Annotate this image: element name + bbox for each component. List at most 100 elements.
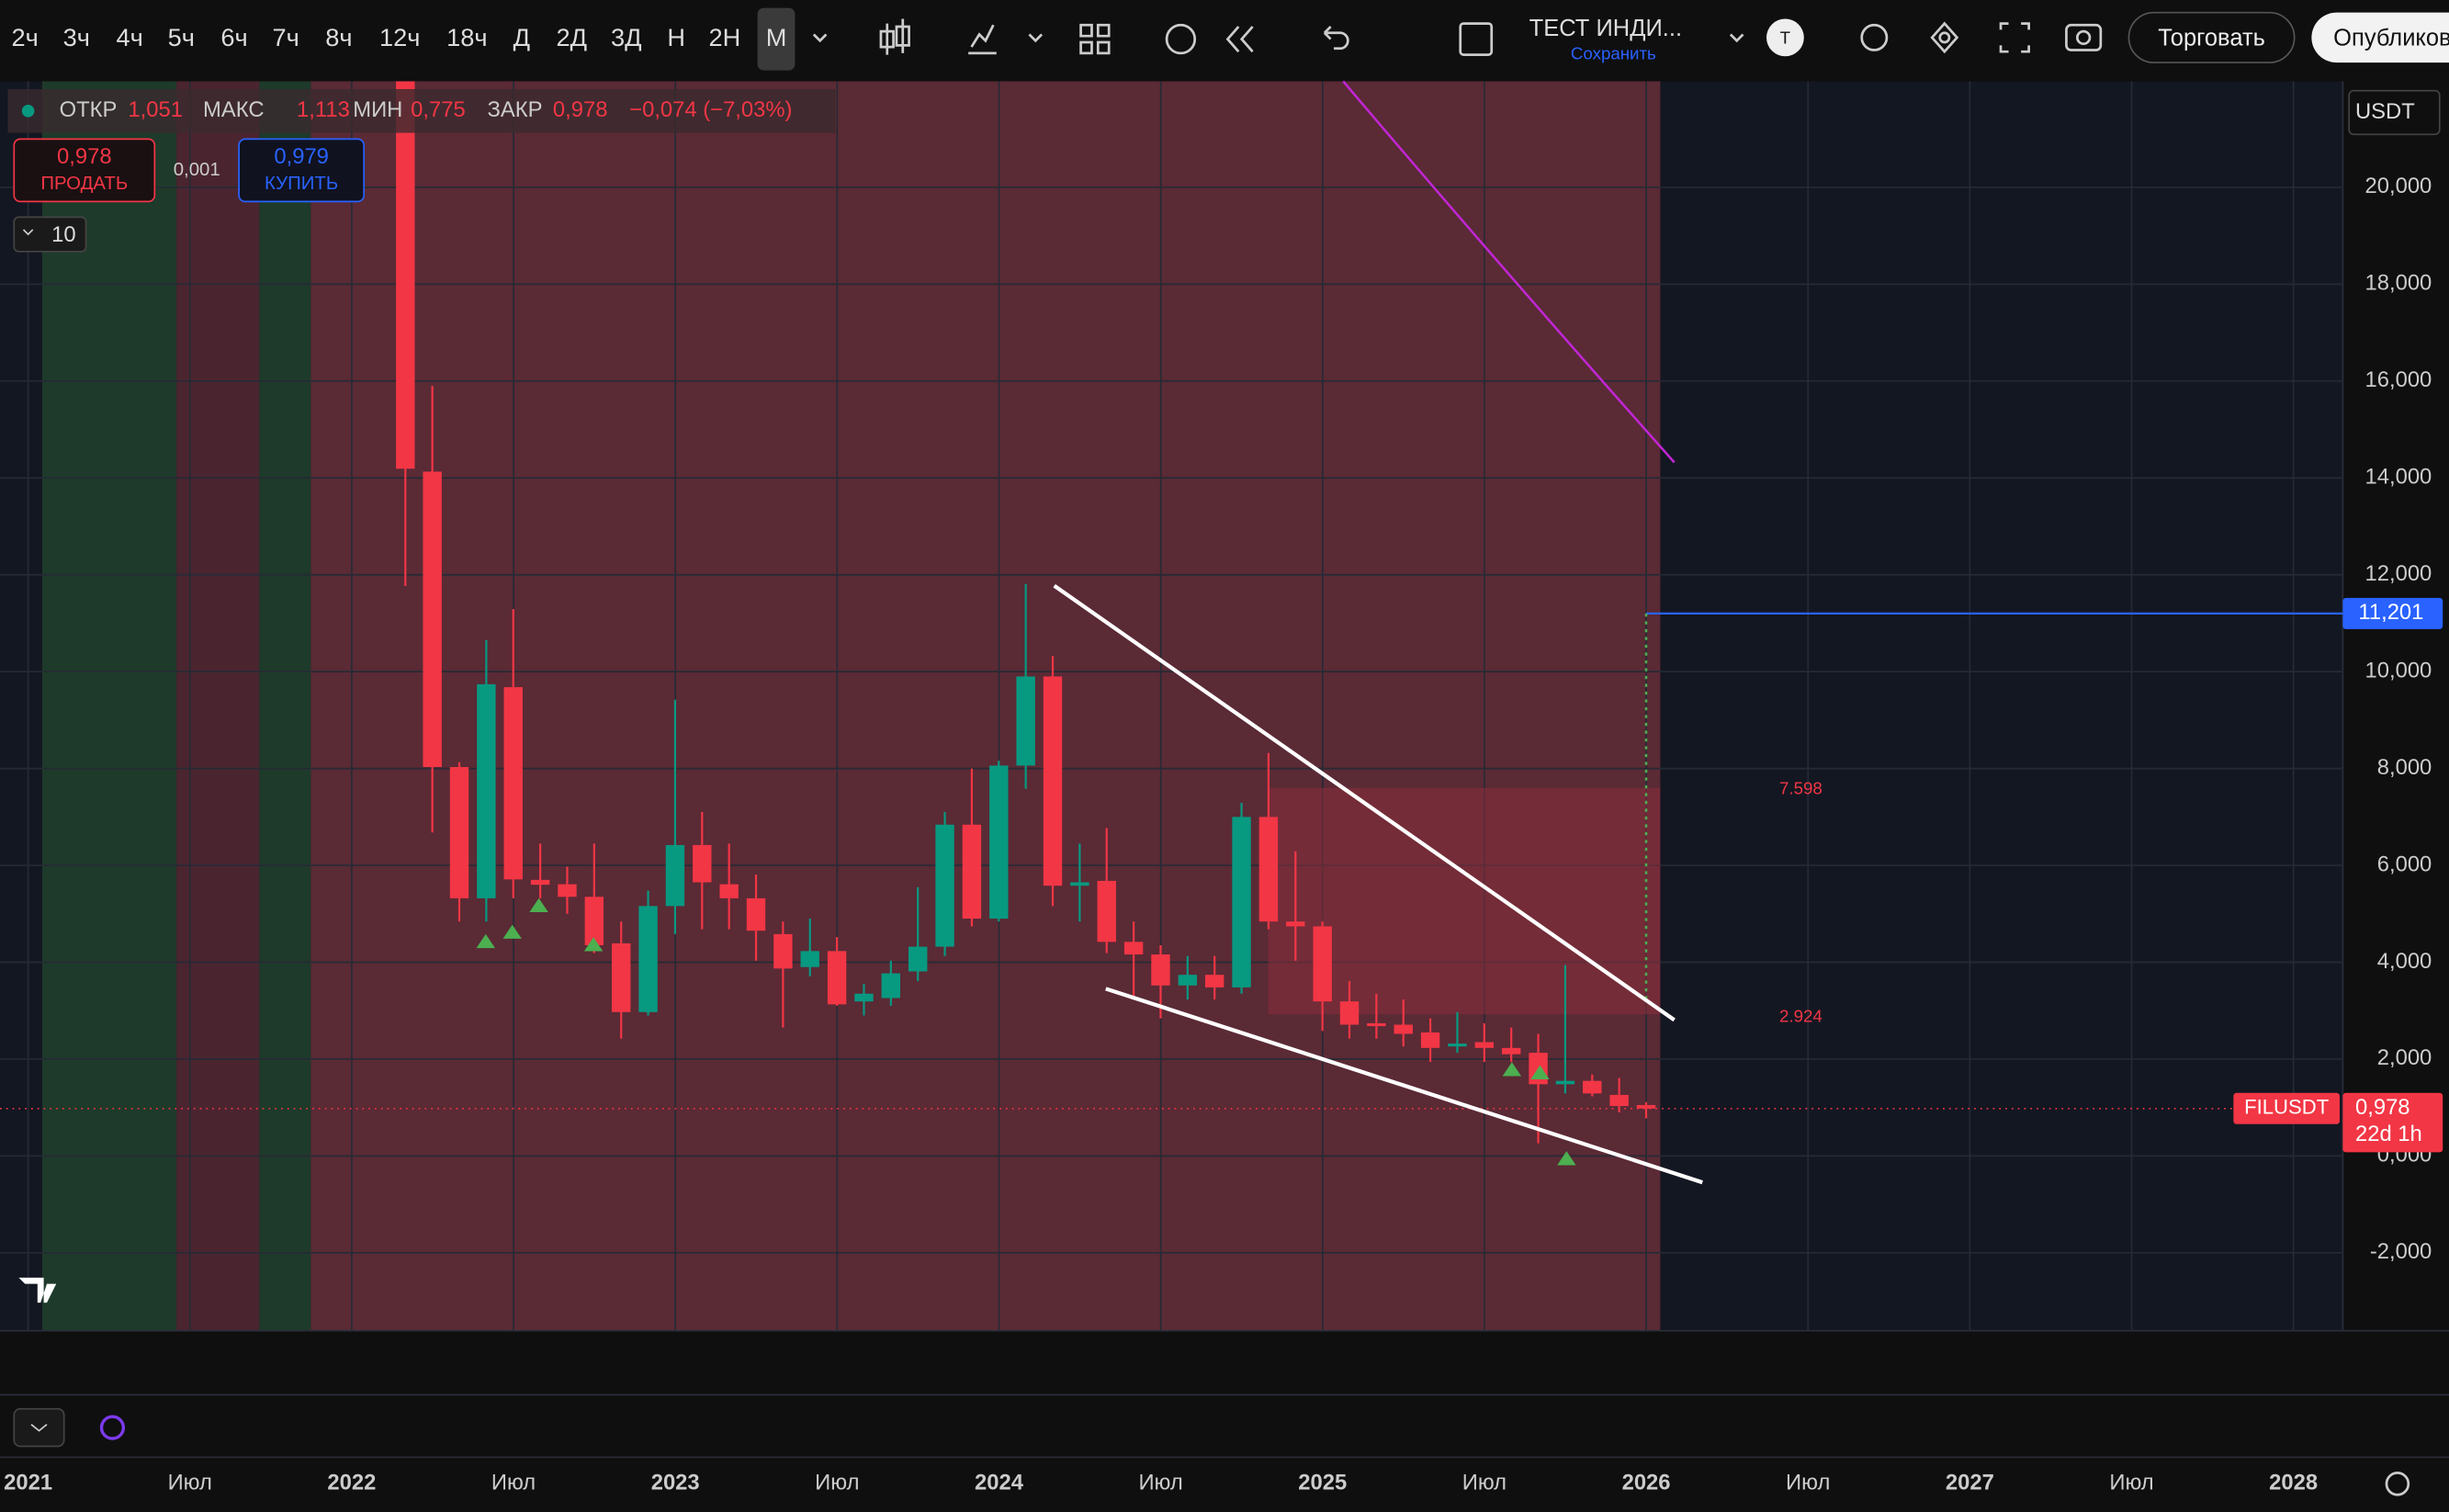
x-tick-label: Июл bbox=[491, 1471, 536, 1495]
sell-button[interactable] bbox=[13, 138, 156, 203]
target-label: 11,201 bbox=[2358, 600, 2423, 625]
publish-label[interactable]: Опубликовать bbox=[2333, 25, 2449, 51]
x-tick-label: Июл bbox=[1786, 1471, 1830, 1495]
x-tick-label: Июл bbox=[2109, 1471, 2153, 1495]
price-tag bbox=[2342, 1092, 2443, 1153]
candle-body bbox=[1286, 921, 1305, 927]
currency[interactable]: USDT bbox=[2355, 99, 2415, 124]
symbol: FILUSDT bbox=[2244, 1096, 2329, 1119]
sell-label[interactable]: ПРОДАТЬ bbox=[40, 174, 128, 194]
trade-label[interactable]: Торговать bbox=[2158, 25, 2265, 51]
candle-body bbox=[665, 844, 685, 907]
y-tick-label: 2,000 bbox=[2377, 1045, 2432, 1070]
toolbar bbox=[0, 0, 2449, 79]
buy-label[interactable]: КУПИТЬ bbox=[265, 174, 338, 194]
candle-body bbox=[1043, 676, 1063, 886]
settings-icon[interactable] bbox=[2385, 1472, 2410, 1496]
candle-body bbox=[1394, 1024, 1413, 1034]
interval[interactable]: 18ч bbox=[446, 23, 487, 51]
candle-body bbox=[962, 824, 982, 920]
sync-icon[interactable] bbox=[99, 1415, 126, 1440]
interval[interactable]: 12ч bbox=[379, 23, 420, 51]
candle-body bbox=[530, 879, 550, 886]
candle-body bbox=[584, 897, 604, 946]
qty[interactable]: 10 bbox=[51, 222, 75, 247]
symbol-tag bbox=[2233, 1092, 2340, 1124]
legend-label: ЗАКР bbox=[487, 97, 542, 122]
interval[interactable]: 6ч bbox=[220, 23, 247, 51]
trend-line[interactable] bbox=[1053, 583, 1676, 1022]
candle-body bbox=[1178, 975, 1198, 986]
sell-price[interactable]: 0,978 bbox=[57, 144, 112, 169]
legend-label: ОТКР bbox=[60, 97, 118, 122]
green-zone bbox=[259, 81, 311, 1331]
legend-value: 1,051 bbox=[128, 97, 183, 122]
candle-body bbox=[719, 884, 739, 898]
legend-label: МАКС bbox=[203, 97, 264, 122]
interval[interactable]: 7ч bbox=[272, 23, 299, 51]
y-tick-label: 14,000 bbox=[2365, 465, 2432, 490]
range-box bbox=[1268, 787, 1661, 1015]
candle-body bbox=[746, 897, 766, 931]
candle-body bbox=[611, 942, 631, 1012]
y-tick-label: 6,000 bbox=[2377, 852, 2432, 876]
interval[interactable]: 3ч bbox=[63, 23, 90, 51]
selected-interval bbox=[757, 7, 796, 71]
x-tick-label: Июл bbox=[168, 1471, 212, 1495]
candle-body bbox=[693, 844, 712, 883]
candle-body bbox=[1313, 926, 1332, 1002]
target-tag bbox=[2342, 597, 2443, 629]
candle-body bbox=[1367, 1022, 1386, 1027]
toolbar-icons bbox=[812, 18, 2103, 56]
interval[interactable]: Н bbox=[667, 23, 685, 51]
candle-body bbox=[503, 687, 523, 880]
qty-box[interactable] bbox=[13, 216, 87, 253]
x-tick-label: Июл bbox=[815, 1471, 859, 1495]
avatar[interactable]: T bbox=[1780, 28, 1790, 48]
price-label: 0,978 bbox=[2355, 1095, 2410, 1120]
y-tick-label: 10,000 bbox=[2365, 658, 2432, 683]
trend-line[interactable] bbox=[1105, 987, 1703, 1185]
candle-body bbox=[773, 933, 793, 969]
interval[interactable]: 4ч bbox=[116, 23, 142, 51]
legend-label: МИН bbox=[353, 97, 402, 122]
x-tick-label: 2022 bbox=[327, 1471, 376, 1495]
legend-bg bbox=[7, 88, 836, 133]
interval[interactable]: 2Н bbox=[709, 23, 741, 51]
box-top-label: 7.598 bbox=[1779, 778, 1823, 797]
candle-body bbox=[1420, 1032, 1440, 1048]
y-tick-label: 4,000 bbox=[2377, 949, 2432, 974]
interval[interactable]: 3Д bbox=[611, 23, 642, 51]
buy-button[interactable] bbox=[238, 138, 366, 203]
interval[interactable]: М bbox=[766, 23, 787, 51]
candle-body bbox=[1123, 942, 1144, 955]
candle-body bbox=[1016, 676, 1035, 766]
y-tick-label: 16,000 bbox=[2365, 367, 2432, 392]
x-tick-label: Июл bbox=[1138, 1471, 1182, 1495]
candle-body bbox=[908, 946, 928, 972]
x-tick-label: Июл bbox=[1462, 1471, 1507, 1495]
collapse-button[interactable] bbox=[13, 1407, 65, 1448]
candle-body bbox=[1501, 1047, 1521, 1055]
interval[interactable]: 2Д bbox=[557, 23, 588, 51]
interval[interactable]: 2ч bbox=[12, 23, 39, 51]
candle-body bbox=[1232, 817, 1251, 987]
candle-body bbox=[1474, 1042, 1495, 1048]
publish-button[interactable] bbox=[2311, 12, 2449, 63]
candle-body bbox=[1258, 817, 1279, 922]
currency-box[interactable] bbox=[2348, 89, 2441, 136]
avatar-bg bbox=[1766, 18, 1804, 57]
save-status: Сохранить bbox=[1571, 44, 1656, 63]
candle-body bbox=[827, 951, 847, 1005]
trade-button[interactable] bbox=[2127, 11, 2296, 63]
y-tick-label: -2,000 bbox=[2370, 1239, 2432, 1264]
interval[interactable]: 8ч bbox=[325, 23, 352, 51]
interval[interactable]: Д bbox=[514, 23, 530, 51]
buy-price[interactable]: 0,979 bbox=[274, 144, 329, 169]
interval[interactable]: 5ч bbox=[168, 23, 195, 51]
candle-body bbox=[423, 471, 442, 768]
x-tick-label: 2024 bbox=[975, 1471, 1024, 1495]
layout-name[interactable]: ТЕСТ ИНДИ... bbox=[1529, 16, 1682, 41]
